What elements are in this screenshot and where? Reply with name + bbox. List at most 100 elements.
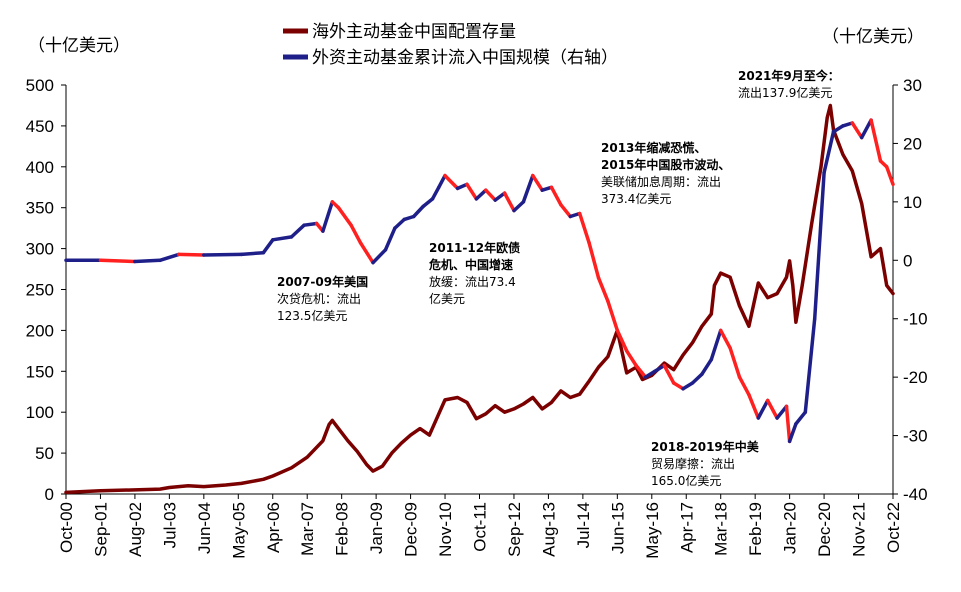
series-inflow-segment <box>662 363 676 385</box>
right-y-ticks: -40 -30 -20 -10 0 10 20 30 <box>893 76 928 504</box>
annotation-2021: 2021年9月至今： 流出137.9亿美元 <box>738 68 844 100</box>
x-tick-label: Apr-17 <box>677 502 696 553</box>
series-inflow-segment <box>239 250 266 257</box>
series-inflow-segment <box>158 252 181 263</box>
series-inflow-segment <box>549 185 563 207</box>
annotation-2011: 2011-12年欧债 危机、中国增速 放缓：流出73.4 亿美元 <box>428 240 524 306</box>
series-inflow-segment <box>634 363 648 379</box>
series-inflow-segment <box>531 173 544 192</box>
left-tick-label: 50 <box>35 444 54 463</box>
left-tick-label: 450 <box>26 117 54 136</box>
annotation-2011-line-2: 危机、中国增速 <box>428 257 513 272</box>
series-inflow-segment <box>321 200 335 233</box>
x-tick-label: Oct-22 <box>884 502 903 553</box>
x-tick-label: Nov-10 <box>436 502 455 557</box>
annotation-2018-2019: 2018-2019年中美 贸易摩擦：流出 165.0亿美元 <box>651 439 763 488</box>
series-inflow-segment <box>690 372 704 385</box>
x-tick-label: Jun-04 <box>195 502 214 554</box>
series-inflow-segment <box>700 357 714 376</box>
series-inflow-segment <box>869 118 883 163</box>
series-inflow-segment <box>803 316 817 414</box>
series-inflow-segment <box>521 173 535 204</box>
series-inflow-segment <box>587 241 601 280</box>
series-inflow-segment <box>437 173 447 190</box>
left-tick-label: 400 <box>26 158 54 177</box>
series-inflow-segment <box>430 185 441 201</box>
series-inflow-segment <box>577 211 591 245</box>
series-inflow-segment <box>822 129 836 175</box>
series-inflow-segment <box>747 392 761 420</box>
series-inflow-segment <box>302 221 319 227</box>
series-inflow-segment <box>271 235 294 242</box>
annotation-2007-line-2: 次贷危机：流出 <box>277 292 361 306</box>
series-inflow-segment <box>765 398 779 420</box>
series-inflow-segment <box>559 203 573 219</box>
series-inflow-segment <box>624 349 638 368</box>
series-inflow-segment <box>671 381 685 391</box>
annotation-2018-line-2: 贸易摩擦：流出 <box>651 456 735 471</box>
x-tick-label: Jul-03 <box>160 502 179 548</box>
right-tick-label: 30 <box>903 76 922 95</box>
series-inflow-segment <box>643 369 657 379</box>
series-inflow-segment <box>728 346 742 379</box>
right-tick-label: -40 <box>903 485 928 504</box>
left-tick-label: 150 <box>26 362 54 381</box>
annotation-2007-line-1: 2007-09年美国 <box>277 274 368 289</box>
left-y-ticks: 0 50 100 150 200 250 300 350 400 450 500 <box>26 76 66 504</box>
right-tick-label: -10 <box>903 310 928 329</box>
left-tick-label: 0 <box>45 485 54 504</box>
x-tick-label: Oct-00 <box>57 502 76 553</box>
series-inflow-segment <box>202 252 244 257</box>
left-tick-label: 350 <box>26 199 54 218</box>
series-inflow-segment <box>261 238 275 255</box>
series-inflow-segment <box>812 170 826 321</box>
series-allocation-line <box>64 103 895 495</box>
x-tick-label: Aug-13 <box>539 502 558 557</box>
series-inflow-segment <box>502 191 516 213</box>
right-tick-label: -20 <box>903 368 928 387</box>
x-tick-label: Jul-14 <box>574 502 593 548</box>
annotation-2021-line-1: 2021年9月至今： <box>738 68 840 83</box>
series-inflow-segment <box>383 226 397 252</box>
x-tick-label: Apr-06 <box>264 502 283 553</box>
series-inflow-segment <box>756 398 770 420</box>
right-tick-label: -30 <box>903 427 928 446</box>
x-tick-label: Dec-20 <box>815 502 834 557</box>
series-inflow-segment <box>493 191 507 202</box>
series-inflow-segment <box>784 404 792 444</box>
series-inflow-segment <box>336 205 353 227</box>
series-inflow-segment <box>393 217 407 230</box>
x-tick-label: Feb-19 <box>746 502 765 556</box>
left-tick-label: 100 <box>26 403 54 422</box>
series-inflow-segment <box>421 197 435 209</box>
series-inflow-segment <box>615 328 629 353</box>
series-inflow-segment <box>794 410 808 426</box>
legend-label-allocation: 海外主动基金中国配置存量 <box>312 22 516 42</box>
series-inflow-segment <box>98 258 137 264</box>
x-tick-label: Feb-08 <box>333 502 352 556</box>
series-inflow-segment <box>653 363 667 374</box>
x-tick-label: Aug-02 <box>126 502 145 557</box>
x-tick-label: May-16 <box>643 502 662 559</box>
series-inflow-segment <box>177 252 206 257</box>
series-inflow-segment <box>681 381 695 391</box>
left-tick-label: 250 <box>26 281 54 300</box>
x-tick-label: May-05 <box>229 502 248 559</box>
x-axis-ticks: Oct-00 Sep-01 Aug-02 Jul-03 Jun-04 May-05 Apr-… <box>57 494 903 559</box>
series-inflow-segment <box>358 241 375 265</box>
annotation-2013-2015: 2013年缩减恐慌、 2015年中国股市波动、 美联储加息周期：流出 373.4… <box>601 140 734 206</box>
annotation-2021-line-2: 流出137.9亿美元 <box>738 85 832 100</box>
series-inflow-segment <box>371 248 388 265</box>
legend-label-inflow: 外资主动基金累计流入中国规模（右轴） <box>312 48 618 68</box>
right-tick-label: 20 <box>903 134 922 153</box>
series-inflow-segment <box>484 188 497 202</box>
plot-axes <box>65 85 894 495</box>
annotation-2013-line-2: 2015年中国股市波动、 <box>601 157 730 172</box>
series-inflow-segment <box>606 299 620 333</box>
series-inflow-segment <box>737 375 751 397</box>
left-tick-label: 500 <box>26 76 54 95</box>
x-tick-label: Oct-11 <box>471 502 490 552</box>
left-tick-label: 300 <box>26 240 54 259</box>
annotation-2013-line-3: 美联储加息周期：流出 <box>601 174 721 189</box>
